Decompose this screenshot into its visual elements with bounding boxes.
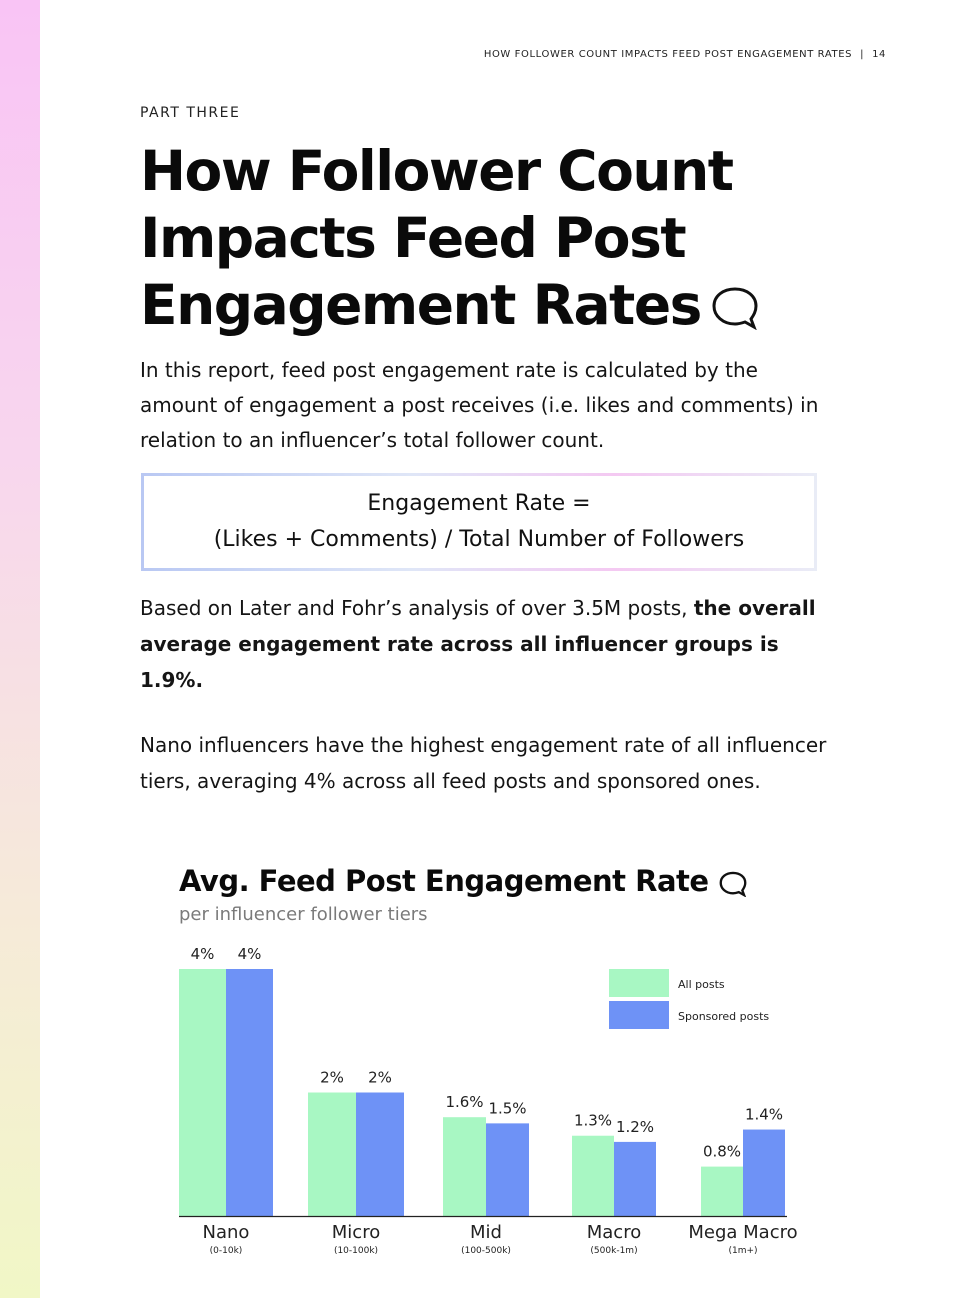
legend-swatch [609, 969, 669, 997]
bar-all-posts [443, 1117, 486, 1216]
category-range-label: (1m+) [728, 1246, 757, 1256]
chat-bubble-icon-small [719, 870, 747, 904]
bar-sponsored-posts [356, 1092, 404, 1216]
data-label: 1.5% [488, 1099, 526, 1117]
section-eyebrow: PART THREE [140, 105, 241, 121]
formula-box: Engagement Rate = (Likes + Comments) / T… [141, 473, 817, 571]
data-label: 1.2% [616, 1118, 654, 1136]
category-label: Mega Macro [688, 1222, 797, 1243]
data-label: 1.3% [574, 1112, 612, 1130]
chart-title: Avg. Feed Post Engagement Rate [179, 864, 747, 904]
running-title: HOW FOLLOWER COUNT IMPACTS FEED POST ENG… [483, 49, 853, 60]
intro-paragraph: In this report, feed post engagement rat… [140, 358, 819, 452]
page-title: How Follower Count Impacts Feed Post Eng… [140, 138, 840, 345]
finding-text: Based on Later and Fohr’s analysis of ov… [140, 596, 694, 620]
header-separator: | [860, 49, 865, 60]
category-range-label: (500k-1m) [590, 1246, 637, 1256]
category-label: Macro [587, 1222, 641, 1243]
bar-sponsored-posts [743, 1129, 785, 1216]
data-label: 0.8% [703, 1143, 741, 1161]
data-label: 1.6% [445, 1093, 483, 1111]
category-label: Micro [332, 1222, 380, 1243]
nano-paragraph: Nano influencers have the highest engage… [140, 733, 827, 793]
legend-swatch [609, 1001, 669, 1029]
finding-highlight: the overall average engagement rate acro… [140, 596, 816, 692]
chat-bubble-icon [711, 278, 759, 345]
category-range-label: (0-10k) [210, 1246, 243, 1256]
data-label: 4% [238, 945, 262, 963]
legend-label: Sponsored posts [678, 1010, 769, 1023]
category-range-label: (100-500k) [461, 1246, 511, 1256]
formula-line-1: Engagement Rate = [367, 491, 591, 516]
decorative-gradient-strip [0, 0, 40, 1298]
bar-sponsored-posts [226, 969, 273, 1216]
data-label: 2% [320, 1069, 344, 1087]
title-line-1: How Follower Count [140, 139, 734, 203]
bar-all-posts [572, 1135, 614, 1216]
page-number: 14 [872, 49, 886, 60]
title-line-3: Engagement Rates [140, 273, 702, 337]
chart-subtitle: per influencer follower tiers [179, 904, 428, 925]
category-label: Nano [203, 1222, 250, 1243]
title-line-2: Impacts Feed Post [140, 206, 687, 270]
data-label: 4% [191, 945, 215, 963]
bar-sponsored-posts [614, 1141, 656, 1216]
legend-label: All posts [678, 978, 725, 991]
data-label: 2% [368, 1069, 392, 1087]
category-range-label: (10-100k) [334, 1246, 378, 1256]
finding-paragraph: Based on Later and Fohr’s analysis of ov… [140, 590, 830, 698]
bar-all-posts [308, 1092, 356, 1216]
data-label: 1.4% [745, 1106, 783, 1124]
bar-sponsored-posts [486, 1123, 529, 1216]
bar-all-posts [179, 969, 226, 1216]
category-label: Mid [470, 1222, 502, 1243]
bar-all-posts [701, 1166, 743, 1216]
running-header: HOW FOLLOWER COUNT IMPACTS FEED POST ENG… [484, 49, 886, 60]
formula-line-2: (Likes + Comments) / Total Number of Fol… [213, 527, 745, 552]
